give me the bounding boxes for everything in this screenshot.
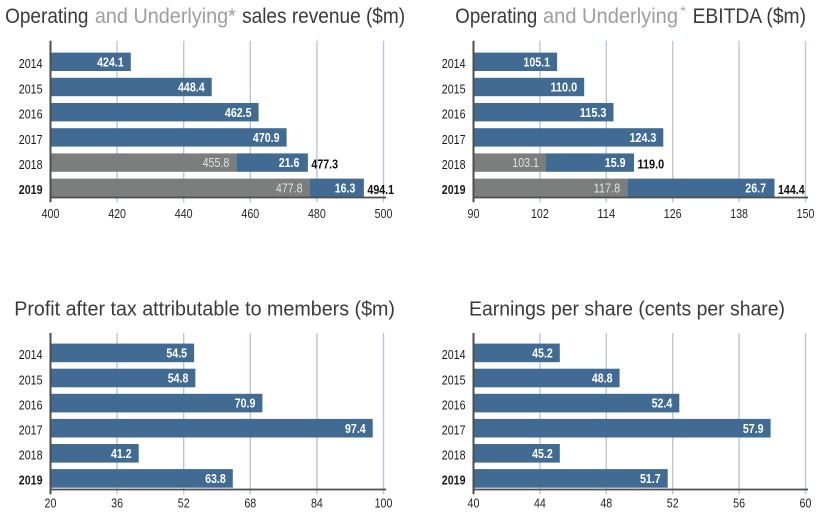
svg-text:2014: 2014 [442,56,466,71]
svg-text:15.9: 15.9 [605,155,626,170]
svg-text:126: 126 [664,206,682,221]
svg-text:52: 52 [178,495,190,510]
svg-text:70.9: 70.9 [235,396,256,411]
svg-text:2014: 2014 [19,56,43,71]
svg-text:2019: 2019 [19,473,43,488]
svg-text:2017: 2017 [442,423,466,438]
svg-text:54.5: 54.5 [166,346,187,361]
svg-text:420: 420 [108,206,126,221]
svg-text:462.5: 462.5 [225,105,252,120]
svg-text:477.3: 477.3 [311,157,338,172]
svg-text:102: 102 [531,206,549,221]
svg-text:100: 100 [375,495,393,510]
svg-text:2015: 2015 [442,372,466,387]
svg-text:117.8: 117.8 [594,180,621,195]
svg-text:Earnings per share (cents per: Earnings per share (cents per share) [469,298,785,321]
svg-text:21.6: 21.6 [279,155,300,170]
svg-text:63.8: 63.8 [205,471,226,486]
svg-text:54.8: 54.8 [168,371,189,386]
svg-text:494.1: 494.1 [367,182,394,197]
svg-text:2019: 2019 [442,182,466,197]
svg-text:138: 138 [730,206,748,221]
svg-text:150: 150 [797,206,815,221]
svg-text:60: 60 [800,495,812,510]
svg-text:144.4: 144.4 [778,182,805,197]
svg-text:2018: 2018 [442,157,466,172]
svg-text:115.3: 115.3 [580,105,607,120]
svg-text:2018: 2018 [19,448,43,463]
svg-text:68: 68 [244,495,256,510]
svg-text:2016: 2016 [19,107,43,122]
svg-text:2016: 2016 [442,107,466,122]
svg-text:45.2: 45.2 [532,446,553,461]
svg-text:26.7: 26.7 [745,180,766,195]
svg-text:51.7: 51.7 [640,471,661,486]
svg-text:455.8: 455.8 [203,155,230,170]
svg-text:45.2: 45.2 [532,346,553,361]
svg-text:2016: 2016 [442,397,466,412]
svg-text:105.1: 105.1 [523,54,550,69]
svg-text:2019: 2019 [442,473,466,488]
svg-text:56: 56 [733,495,745,510]
svg-text:57.9: 57.9 [743,421,764,436]
svg-text:440: 440 [175,206,193,221]
svg-text:110.0: 110.0 [551,80,578,95]
svg-text:2019: 2019 [19,182,43,197]
svg-text:460: 460 [241,206,259,221]
svg-text:40: 40 [468,495,480,510]
svg-text:2017: 2017 [19,423,43,438]
svg-text:36: 36 [111,495,123,510]
svg-text:52.4: 52.4 [652,396,673,411]
svg-text:2016: 2016 [19,397,43,412]
svg-text:103.1: 103.1 [512,155,539,170]
svg-text:97.4: 97.4 [345,421,366,436]
svg-text:470.9: 470.9 [253,130,280,145]
svg-text:500: 500 [375,206,393,221]
svg-text:480: 480 [308,206,326,221]
svg-text:44: 44 [534,495,546,510]
svg-text:114: 114 [597,206,615,221]
svg-text:2018: 2018 [19,157,43,172]
svg-text:Profit after tax attributable: Profit after tax attributable to members… [14,298,395,321]
svg-text:48.8: 48.8 [592,371,613,386]
svg-text:2014: 2014 [19,347,43,362]
svg-text:477.8: 477.8 [276,180,303,195]
svg-text:124.3: 124.3 [630,130,657,145]
svg-text:20: 20 [45,495,57,510]
svg-text:2015: 2015 [442,81,466,96]
svg-text:52: 52 [667,495,679,510]
svg-text:90: 90 [468,206,480,221]
svg-text:2018: 2018 [442,448,466,463]
svg-text:2015: 2015 [19,81,43,96]
svg-text:424.1: 424.1 [97,54,124,69]
svg-text:16.3: 16.3 [335,180,356,195]
svg-text:84: 84 [311,495,323,510]
svg-text:2017: 2017 [442,132,466,147]
svg-text:119.0: 119.0 [638,157,665,172]
svg-text:41.2: 41.2 [111,446,132,461]
svg-text:2015: 2015 [19,372,43,387]
svg-text:448.4: 448.4 [178,80,205,95]
svg-text:400: 400 [42,206,60,221]
svg-text:2014: 2014 [442,347,466,362]
svg-text:2017: 2017 [19,132,43,147]
svg-text:48: 48 [600,495,612,510]
